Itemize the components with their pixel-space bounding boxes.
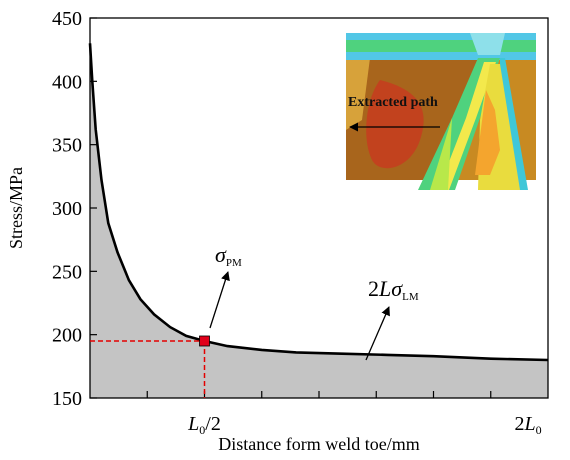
y-axis-title: Stress/MPa bbox=[6, 167, 26, 249]
inset-label: Extracted path bbox=[348, 95, 438, 110]
stress-curve-line bbox=[88, 43, 549, 362]
sigma-pm-arrow bbox=[209, 271, 230, 329]
y-tick-label: 450 bbox=[52, 8, 82, 30]
sigma-pm-symbol: σ bbox=[215, 242, 227, 267]
x-axis-title: Distance form weld toe/mm bbox=[218, 434, 419, 454]
y-tick-label: 400 bbox=[52, 71, 82, 93]
y-tick-label: 350 bbox=[52, 135, 82, 157]
sigma-lm-prefix: 2 bbox=[368, 276, 379, 301]
sigma-lm-symbol: σ bbox=[391, 276, 403, 301]
x-axis: L0/2 2L0 bbox=[146, 391, 542, 437]
y-tick-label: 150 bbox=[52, 388, 82, 410]
sigma-lm-subscript: LM bbox=[402, 291, 419, 303]
stress-area-fill bbox=[90, 43, 548, 399]
sigma-pm-label: σPM bbox=[215, 242, 242, 269]
marked-point bbox=[199, 335, 210, 347]
sigma-lm-italic: L bbox=[378, 276, 391, 301]
y-axis: 150 200 250 300 350 400 450 bbox=[52, 8, 97, 410]
x-tick-label: L0/2 bbox=[187, 413, 221, 437]
sigma-lm-label: 2LσLM bbox=[368, 276, 419, 303]
weld-contour-inset bbox=[346, 33, 536, 191]
sigma-lm-arrow bbox=[365, 306, 390, 361]
y-tick-label: 200 bbox=[52, 325, 82, 347]
y-tick-label: 300 bbox=[52, 198, 82, 220]
sigma-pm-subscript: PM bbox=[226, 257, 242, 269]
y-tick-label: 250 bbox=[52, 261, 82, 283]
x-tick-label: 2L0 bbox=[514, 413, 541, 437]
